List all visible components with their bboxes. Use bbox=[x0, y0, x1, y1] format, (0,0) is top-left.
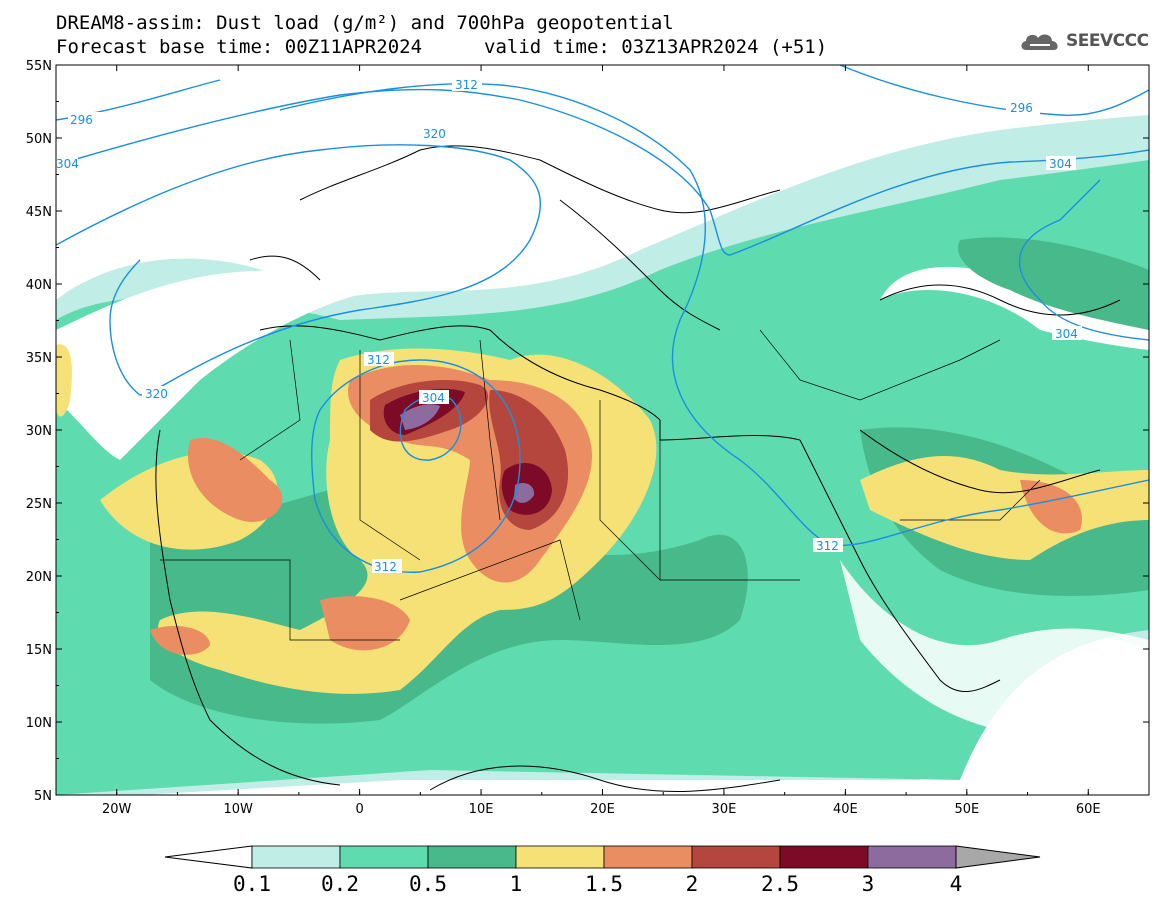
map-title: DREAM8-assim: Dust load (g/m²) and 700hP… bbox=[56, 12, 674, 34]
contour-label: 304 bbox=[1049, 157, 1072, 171]
colorbar-arrow-right bbox=[955, 845, 1041, 869]
lon-label: 10E bbox=[469, 802, 494, 817]
colorbar-swatch bbox=[251, 845, 341, 869]
valid-time: valid time: 03Z13APR2024 (+51) bbox=[484, 36, 828, 58]
contour-304 bbox=[1018, 179, 1149, 341]
lat-label: 30N bbox=[26, 424, 52, 439]
lat-label: 20N bbox=[26, 570, 52, 585]
latitude-labels: 55N 50N 45N 40N 35N 30N 25N 20N 15N 10N 5N bbox=[26, 59, 52, 804]
contour-label: 320 bbox=[145, 387, 168, 401]
contour-label: 312 bbox=[367, 353, 390, 367]
lat-label: 25N bbox=[26, 497, 52, 512]
contour-label: 312 bbox=[455, 78, 478, 92]
contour-label: 304 bbox=[1055, 327, 1078, 341]
cloud-logo-icon bbox=[1021, 34, 1058, 50]
contour-label: 296 bbox=[70, 113, 93, 127]
forecast-base-time: Forecast base time: 00Z11APR2024 bbox=[56, 36, 423, 58]
colorbar-label: 3 bbox=[861, 872, 875, 896]
dust-shade-1.5 bbox=[188, 438, 283, 522]
lon-label: 20W bbox=[102, 802, 132, 817]
geopotential-contours bbox=[56, 65, 1149, 573]
lon-label: 50E bbox=[954, 802, 979, 817]
lon-label: 20E bbox=[590, 802, 615, 817]
lat-label: 35N bbox=[26, 351, 52, 366]
colorbar bbox=[164, 845, 1041, 869]
lat-label: 5N bbox=[34, 789, 52, 804]
colorbar-swatch bbox=[867, 845, 957, 869]
longitude-labels: 20W 10W 0 10E 20E 30E 40E 50E 60E bbox=[102, 802, 1101, 817]
lat-label: 10N bbox=[26, 716, 52, 731]
country-borders bbox=[160, 329, 1041, 641]
colorbar-label: 4 bbox=[949, 872, 963, 896]
seevccc-logo: SEEVCCC bbox=[1018, 26, 1149, 56]
colorbar-swatch bbox=[339, 845, 429, 869]
colorbar-label: 0.1 bbox=[233, 872, 271, 896]
lat-label: 55N bbox=[26, 59, 52, 74]
contour-304 bbox=[56, 88, 1149, 256]
lon-label: 0 bbox=[355, 802, 363, 817]
colorbar-label: 1.5 bbox=[585, 872, 623, 896]
lon-label: 30E bbox=[712, 802, 737, 817]
colorbar-swatch bbox=[691, 845, 781, 869]
colorbar-swatch bbox=[603, 845, 693, 869]
contour-label: 296 bbox=[1010, 101, 1033, 115]
colorbar-label: 2 bbox=[685, 872, 699, 896]
logo-text: SEEVCCC bbox=[1066, 31, 1149, 51]
colorbar-label: 0.2 bbox=[321, 872, 359, 896]
colorbar-label: 2.5 bbox=[761, 872, 799, 896]
lon-label: 40E bbox=[833, 802, 858, 817]
contour-label: 312 bbox=[374, 560, 397, 574]
contour-label: 304 bbox=[422, 391, 445, 405]
map-field: 296 296 304 304 304 304 312 312 312 312 … bbox=[56, 65, 1149, 795]
contour-label: 320 bbox=[423, 127, 446, 141]
colorbar-label: 1 bbox=[509, 872, 523, 896]
lat-label: 45N bbox=[26, 205, 52, 220]
contour-320 bbox=[56, 144, 542, 396]
coastlines bbox=[155, 145, 1121, 793]
lat-label: 40N bbox=[26, 278, 52, 293]
axis-ticks bbox=[55, 64, 1150, 796]
colorbar-label: 0.5 bbox=[409, 872, 447, 896]
lat-label: 15N bbox=[26, 643, 52, 658]
colorbar-swatch bbox=[515, 845, 605, 869]
colorbar-swatch bbox=[779, 845, 869, 869]
contour-labels: 296 296 304 304 304 304 312 312 312 312 … bbox=[56, 77, 1082, 574]
lat-label: 50N bbox=[26, 132, 52, 147]
contour-label: 312 bbox=[816, 539, 839, 553]
colorbar-arrow-left bbox=[164, 845, 253, 869]
contour-312 bbox=[311, 359, 521, 573]
lon-label: 10W bbox=[223, 802, 253, 817]
colorbar-swatch bbox=[427, 845, 517, 869]
dust-shade-3 bbox=[400, 404, 440, 430]
contour-312 bbox=[279, 83, 1149, 547]
contour-label: 304 bbox=[56, 157, 79, 171]
lon-label: 60E bbox=[1076, 802, 1101, 817]
